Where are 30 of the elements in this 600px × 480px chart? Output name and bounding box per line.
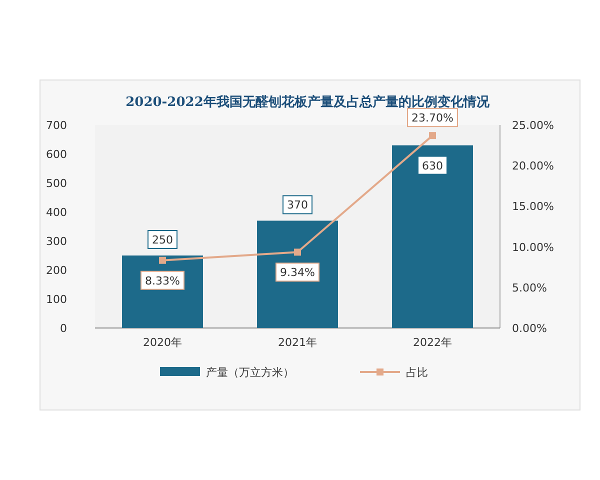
point [159,256,166,264]
y-tick-label: 100 [46,293,67,306]
y-tick-label: 500 [46,177,67,190]
x-tick-label: 2022年 [413,336,452,349]
y-tick-label: 400 [46,206,67,219]
y2-tick-label: 25.00% [512,119,554,132]
y-tick-label: 600 [46,148,67,161]
data-label: 630 [422,159,443,172]
data-label: 9.34% [280,266,315,280]
x-tick-label: 2020年 [143,336,182,349]
legend-label: 占比 [406,366,428,379]
y-tick-label: 700 [46,119,67,132]
legend-label: 产量（万立方米） [206,366,294,379]
y2-tick-label: 5.00% [512,281,547,294]
point [429,132,436,140]
y-tick-label: 300 [46,235,67,248]
point [294,248,301,256]
y2-tick-label: 15.00% [512,200,554,214]
data-label: 250 [152,234,173,246]
y2-tick-label: 20.00% [512,160,554,173]
chart-title: 2020-2022年我国无醛刨花板产量及占总产量的比例变化情况 [126,94,490,110]
data-label: 370 [287,198,308,212]
y2-tick-label: 10.00% [512,240,554,254]
x-tick-label: 2021年 [278,336,317,349]
y-tick-label: 0 [60,322,67,335]
y2-tick-label: 0.00% [512,322,547,335]
bar [392,145,473,328]
data-label: 8.33% [145,274,180,288]
data-label: 23.70% [412,112,454,125]
y-tick-label: 200 [46,264,67,277]
